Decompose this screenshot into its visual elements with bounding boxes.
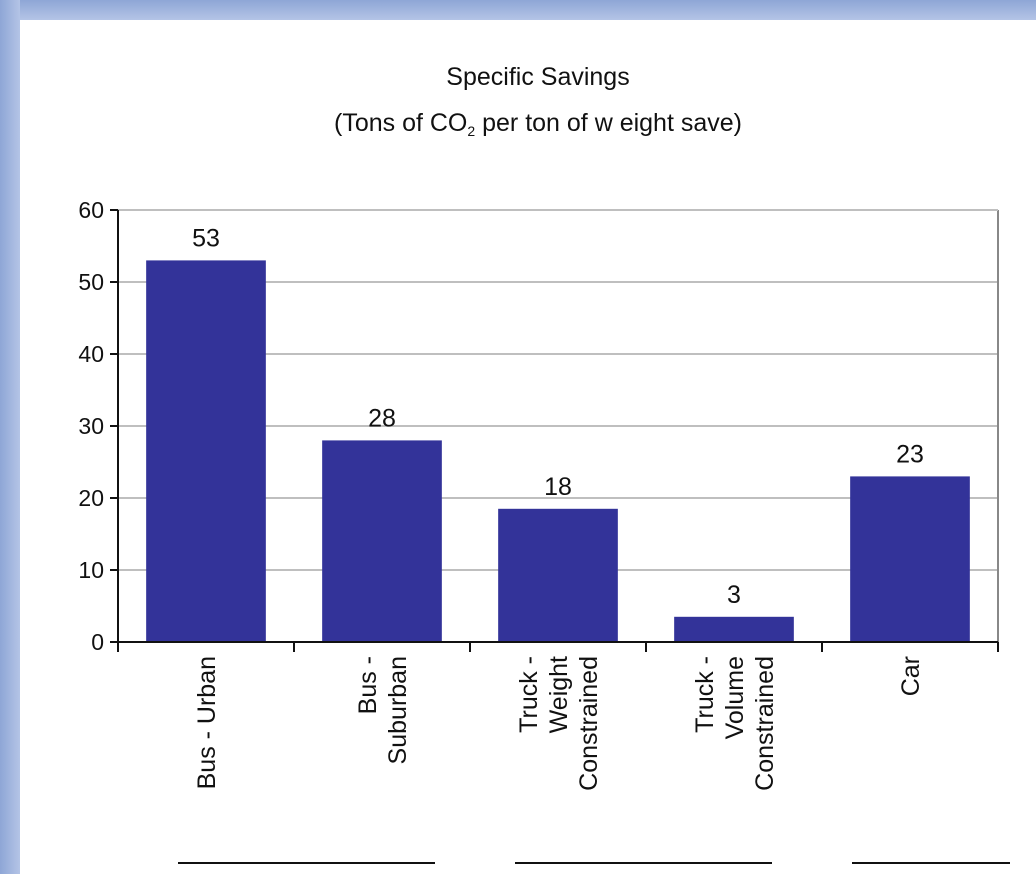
category-label: Bus - [354, 656, 382, 714]
data-label: 53 [192, 224, 220, 252]
bar-chart: Specific Savings (Tons of CO2 per ton of… [78, 63, 1010, 864]
category-label: Car [897, 656, 925, 696]
subtitle-subscript: 2 [467, 123, 475, 139]
data-label: 18 [544, 473, 572, 501]
category-label: Truck - [515, 656, 543, 733]
chart-panel: Specific Savings (Tons of CO2 per ton of… [20, 20, 1036, 874]
chart-title: Specific Savings [446, 63, 629, 91]
y-tick-label: 50 [78, 269, 104, 295]
y-tick-label: 60 [78, 197, 104, 223]
y-tick-label: 30 [78, 413, 104, 439]
y-tick-label: 20 [78, 485, 104, 511]
category-label: Bus - Urban [193, 656, 221, 789]
data-label: 28 [368, 404, 396, 432]
y-tick-label: 40 [78, 341, 104, 367]
data-label: 23 [896, 440, 924, 468]
y-tick-label: 0 [91, 629, 104, 655]
window-frame-left [0, 0, 20, 874]
plot-area: 0 10 20 30 40 50 60 53 28 18 3 23 Bus - Urban Bus - Su… [78, 197, 1010, 864]
bar [674, 616, 794, 642]
bar [498, 508, 618, 642]
category-label: Constrained [575, 656, 603, 791]
data-label: 3 [727, 581, 741, 609]
category-label: Weight [545, 656, 573, 733]
window-frame-top [0, 0, 1036, 20]
category-label: Volume [721, 656, 749, 739]
category-label: Suburban [384, 656, 412, 764]
bar [322, 440, 442, 642]
category-label: Constrained [751, 656, 779, 791]
bar [850, 476, 970, 642]
subtitle-part-1: (Tons of CO [334, 109, 467, 137]
bar [146, 260, 266, 642]
subtitle-part-2: per ton of w eight save) [475, 109, 742, 137]
chart-subtitle: (Tons of CO2 per ton of w eight save) [334, 109, 742, 139]
y-tick-label: 10 [78, 557, 104, 583]
category-label: Truck - [691, 656, 719, 733]
